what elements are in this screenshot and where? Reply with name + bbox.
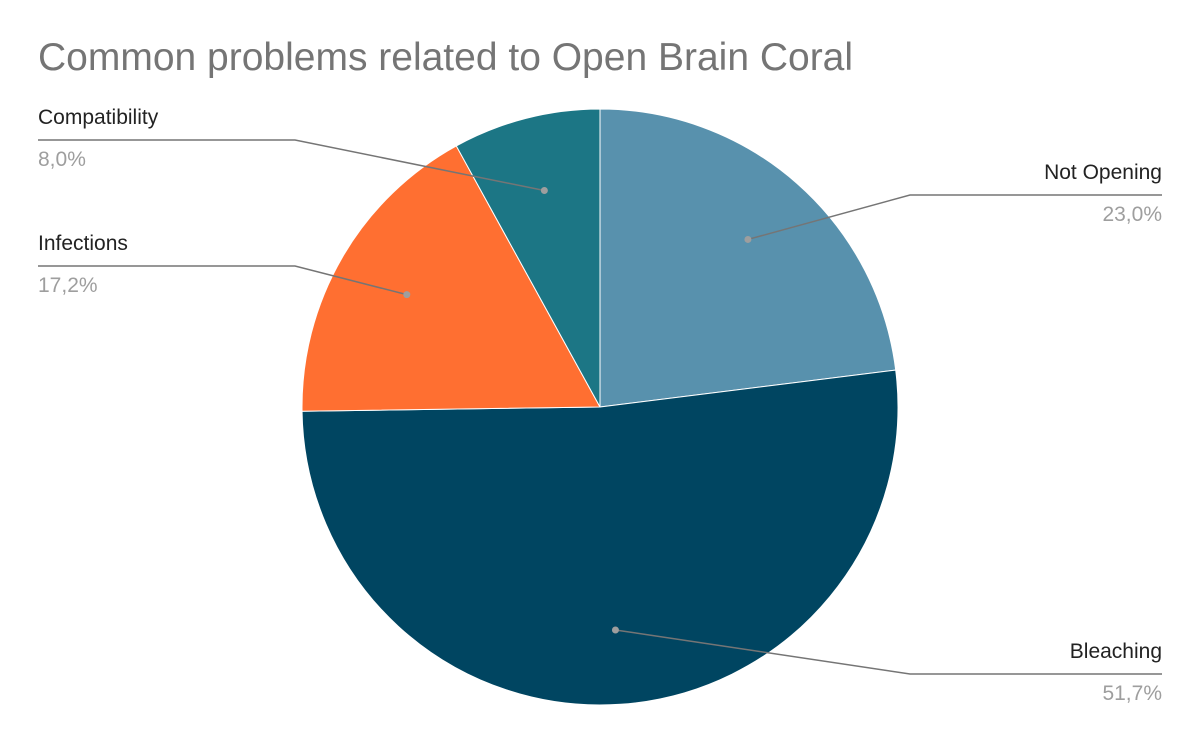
slice-percent-not-opening: 23,0% [1102, 203, 1162, 226]
pie-slice-infections [301, 145, 601, 412]
leader-dot-bleaching [611, 626, 619, 634]
slice-percent-infections: 17,2% [38, 274, 98, 297]
slice-label-infections: Infections [38, 232, 128, 255]
leader-dot-not-opening [744, 235, 752, 243]
leader-dot-infections [403, 291, 411, 299]
leader-line-not-opening [747, 194, 1162, 241]
slice-percent-compatibility: 8,0% [38, 148, 86, 171]
leader-lines [38, 139, 1162, 675]
chart-title: Common problems related to Open Brain Co… [38, 36, 854, 79]
slice-label-compatibility: Compatibility [38, 106, 159, 129]
pie-slice-not-opening [599, 108, 897, 408]
leader-line-compatibility [38, 139, 545, 192]
leader-line-infections [38, 265, 407, 296]
pie-slice-bleaching [301, 369, 899, 706]
slice-labels: Not Opening 23,0% Bleaching 51,7% Infections… [38, 106, 1162, 705]
leader-line-bleaching [615, 629, 1162, 675]
slice-label-bleaching: Bleaching [1070, 640, 1162, 663]
slice-label-not-opening: Not Opening [1044, 161, 1162, 184]
pie-slices [301, 108, 899, 706]
leader-dot-compatibility [540, 187, 548, 195]
slice-percent-bleaching: 51,7% [1102, 682, 1162, 705]
pie-slice-compatibility [455, 108, 601, 408]
